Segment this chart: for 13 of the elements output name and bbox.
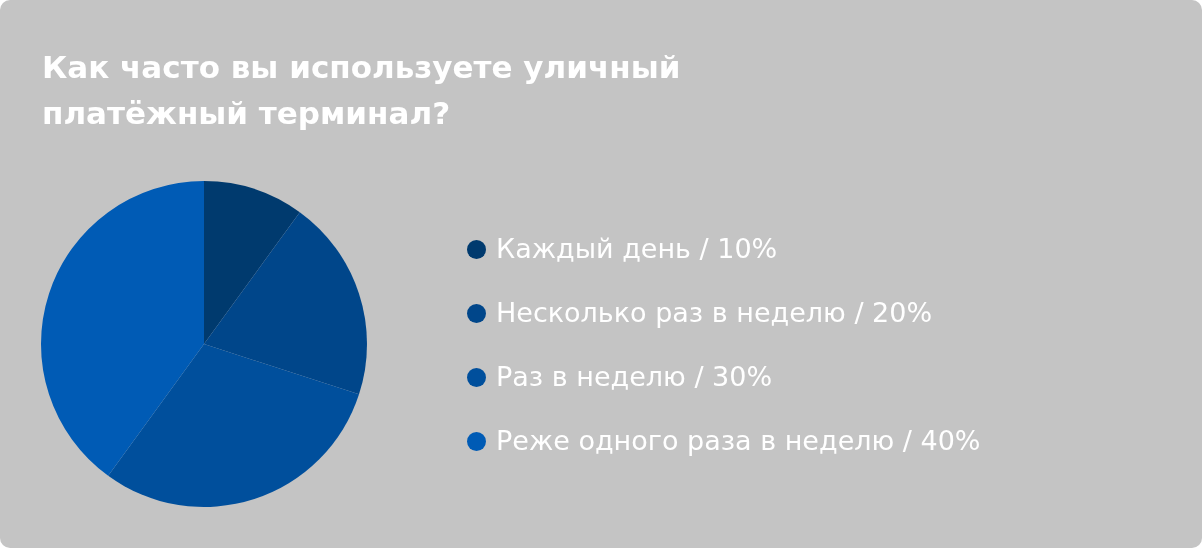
pie-slice: [41, 181, 204, 476]
data-label: / 10%: [699, 233, 778, 264]
chart-title: Как часто вы используете уличный платёжный терминал?: [42, 48, 682, 133]
data-label: / 20%: [854, 297, 933, 328]
legend-label: Несколько раз в неделю: [496, 297, 846, 328]
pie-slice: [204, 181, 300, 344]
legend-label: Каждый день: [496, 233, 691, 264]
data-label: / 40%: [902, 425, 981, 456]
legend-label: Реже одного раза в неделю: [496, 425, 895, 456]
legend-label: Раз в неделю: [496, 361, 686, 392]
data-label: / 30%: [694, 361, 773, 392]
pie-slice: [108, 344, 360, 507]
pie-slice: [204, 212, 367, 395]
